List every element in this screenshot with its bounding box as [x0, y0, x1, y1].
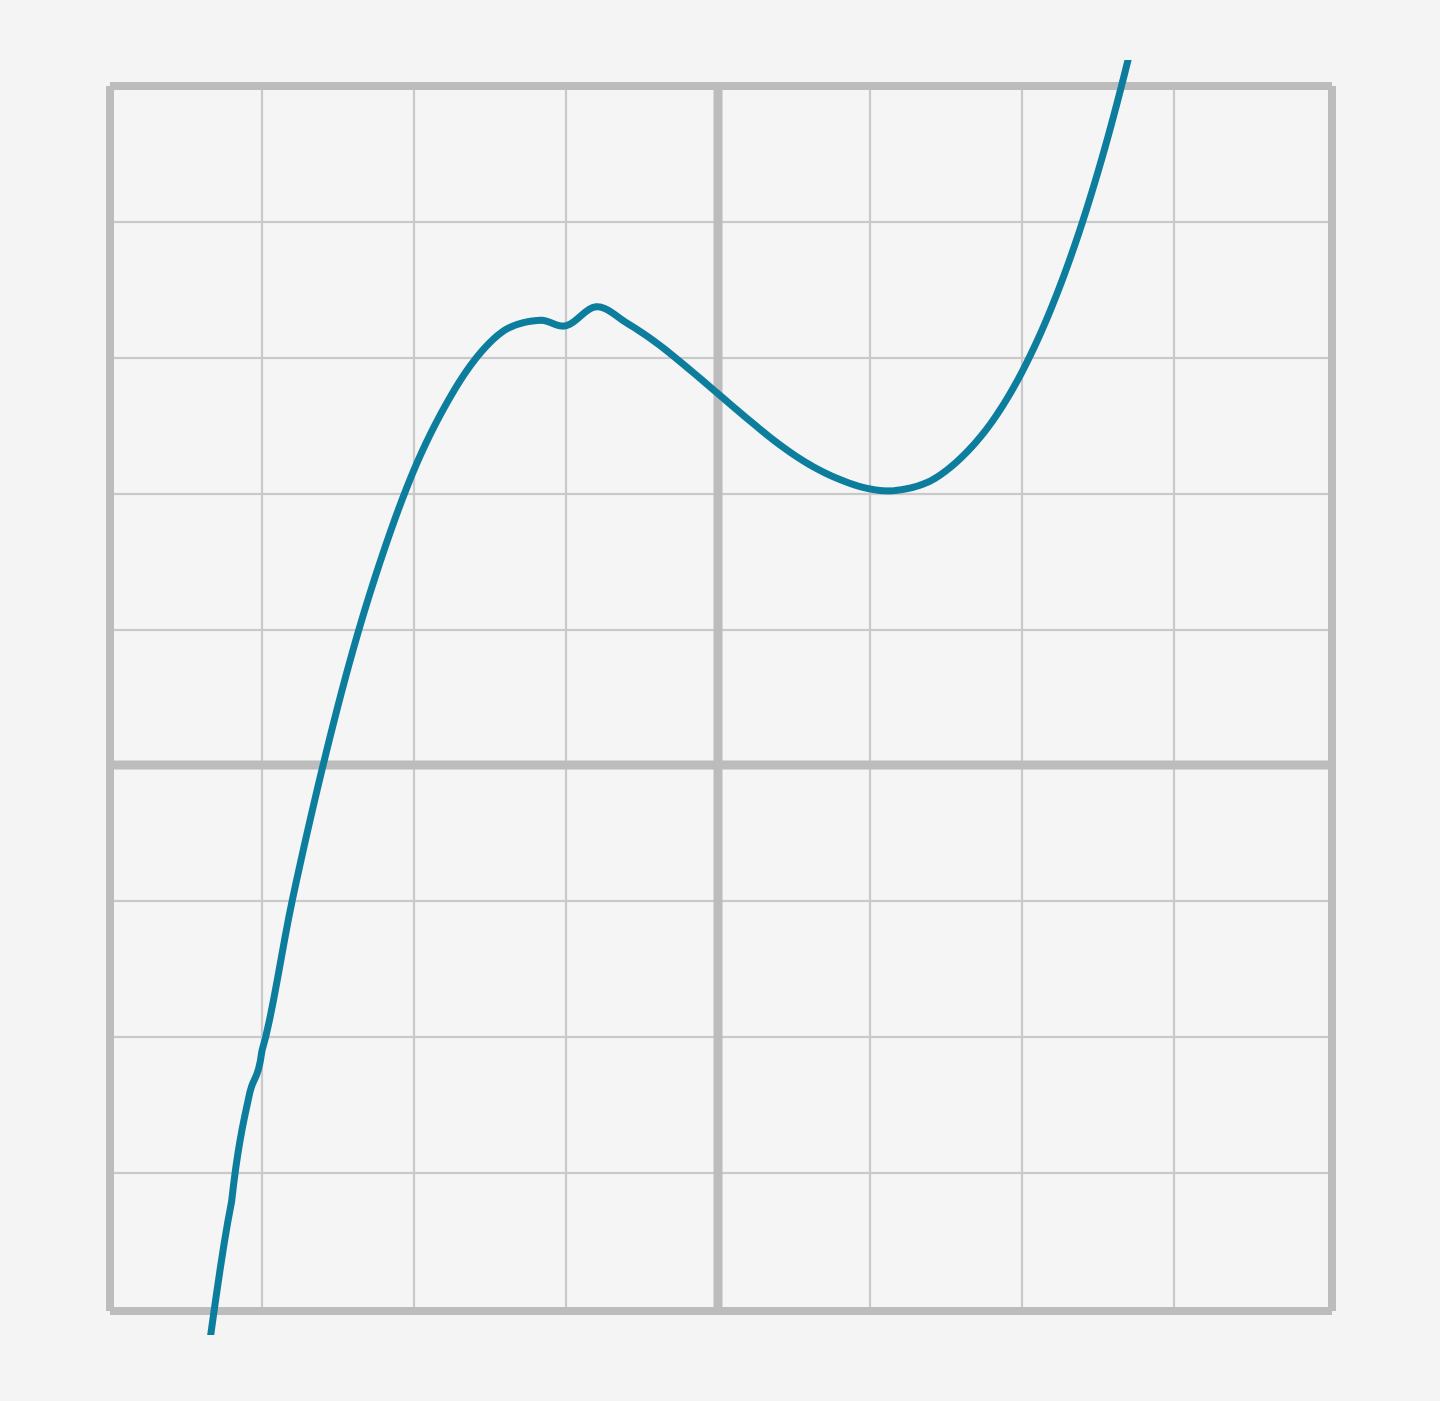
series-line-cubic [207, 60, 1132, 1335]
vertical-gridlines [260, 86, 1176, 1311]
